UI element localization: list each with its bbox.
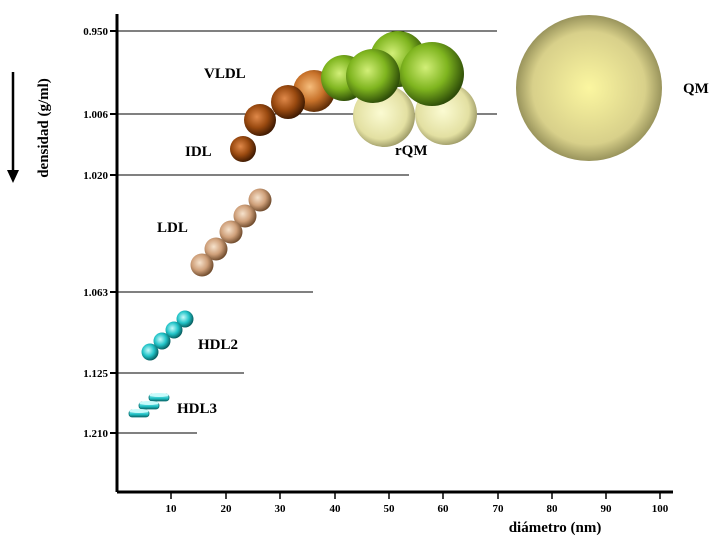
x-tick-marks	[170, 492, 661, 499]
hdl2-particle	[165, 321, 183, 339]
x-tick-label: 100	[652, 503, 669, 515]
x-axis-title: diámetro (nm)	[509, 520, 602, 536]
vldl-particle	[271, 85, 305, 119]
y-tick-label: 1.006	[83, 109, 108, 121]
idl-particle	[230, 136, 256, 162]
vldl-particle	[400, 42, 464, 106]
y-tick-label: 1.125	[83, 368, 108, 380]
x-tick-label: 50	[384, 503, 396, 515]
ldl-particle	[190, 253, 214, 277]
ldl-particle	[219, 220, 243, 244]
ldl-particle	[233, 204, 257, 228]
hdl2-particle	[153, 332, 171, 350]
label-vldl: VLDL	[204, 66, 246, 82]
y-tick-label: 1.210	[83, 428, 108, 440]
density-arrow-icon	[7, 72, 19, 183]
label-qm: QM	[683, 81, 709, 97]
ldl-particle	[248, 188, 272, 212]
x-tick-label: 80	[547, 503, 559, 515]
y-tick-label: 1.020	[83, 170, 108, 182]
x-tick-label: 90	[601, 503, 613, 515]
x-tick-label: 10	[166, 503, 178, 515]
y-axis-title: densidad (g/ml)	[36, 78, 52, 178]
x-tick-label: 40	[330, 503, 342, 515]
hdl3-particle	[128, 409, 150, 418]
vldl-particle	[346, 49, 400, 103]
hdl3-particle	[138, 401, 160, 410]
y-tick-label: 0.950	[83, 26, 108, 38]
hdl2-particle	[176, 310, 194, 328]
x-tick-label: 30	[275, 503, 287, 515]
idl-particle	[244, 104, 276, 136]
label-idl: IDL	[185, 144, 212, 160]
y-tick-marks	[110, 30, 117, 434]
y-tick-label: 1.063	[83, 287, 108, 299]
label-rqm: rQM	[395, 143, 427, 159]
hdl3-particle	[148, 393, 170, 402]
label-hdl2: HDL2	[198, 337, 238, 353]
hdl2-particle	[141, 343, 159, 361]
qm-particle	[516, 15, 662, 161]
x-tick-label: 70	[493, 503, 505, 515]
label-hdl3: HDL3	[177, 401, 217, 417]
x-tick-label: 20	[221, 503, 233, 515]
ldl-particle	[204, 237, 228, 261]
x-tick-label: 60	[438, 503, 450, 515]
label-ldl: LDL	[157, 220, 188, 236]
